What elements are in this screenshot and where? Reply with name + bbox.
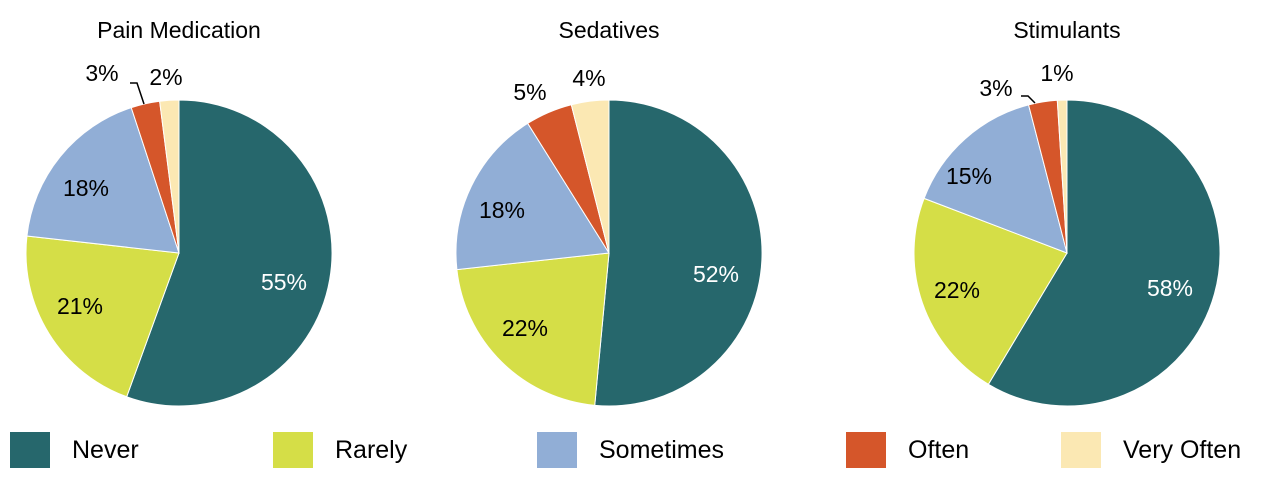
legend-item-rarely: Rarely — [273, 428, 407, 472]
leader-line-stimulants-often — [1021, 95, 1036, 104]
legend-item-never: Never — [10, 428, 139, 472]
pie-pain-medication: 55% 21% 18% 3% 2% Pain Medication — [25, 17, 333, 407]
slice-sedatives-never — [594, 99, 763, 407]
legend-item-sometimes: Sometimes — [537, 428, 724, 472]
leader-line-pain-medication-often — [130, 82, 145, 105]
legend-swatch-sometimes — [537, 432, 577, 468]
label-stimulants-very-often: 1% — [1040, 60, 1073, 86]
label-sedatives-sometimes: 18% — [479, 197, 525, 223]
legend-label-sometimes: Sometimes — [599, 435, 725, 464]
legend-label-very-often: Very Often — [1123, 435, 1242, 464]
label-pain-medication-sometimes: 18% — [63, 175, 109, 201]
slice-pain-medication-rarely — [25, 235, 180, 398]
pie-charts: 55% 21% 18% 3% 2% Pain Medication 52% 22% 18% 5% 4… — [25, 17, 1221, 407]
label-sedatives-never: 52% — [693, 261, 739, 287]
slice-sedatives-rarely — [456, 252, 610, 406]
label-sedatives-rarely: 22% — [502, 315, 548, 341]
legend-item-very-often: Very Often — [1061, 428, 1241, 472]
slice-sedatives-sometimes — [455, 122, 610, 271]
label-sedatives-often: 5% — [513, 79, 546, 105]
label-pain-medication-rarely: 21% — [57, 293, 103, 319]
title-stimulants: Stimulants — [1013, 17, 1120, 43]
legend-item-often: Often — [846, 428, 969, 472]
legend-swatch-never — [10, 432, 50, 468]
legend-swatch-very-often — [1061, 432, 1101, 468]
slice-pain-medication-sometimes — [26, 107, 180, 254]
slice-stimulants-sometimes — [923, 104, 1068, 254]
slice-stimulants-very-often — [1056, 99, 1068, 254]
legend-swatch-rarely — [273, 432, 313, 468]
slice-pain-medication-very-often — [159, 99, 180, 254]
label-stimulants-rarely: 22% — [934, 277, 980, 303]
slice-sedatives-very-often — [570, 99, 610, 254]
slice-pain-medication-never — [126, 99, 333, 407]
label-pain-medication-very-often: 2% — [149, 64, 182, 90]
label-sedatives-very-often: 4% — [572, 65, 605, 91]
label-stimulants-sometimes: 15% — [946, 163, 992, 189]
title-pain-medication: Pain Medication — [97, 17, 261, 43]
legend-label-often: Often — [908, 435, 970, 464]
slice-stimulants-rarely — [913, 197, 1068, 385]
title-sedatives: Sedatives — [558, 17, 659, 43]
pie-sedatives: 52% 22% 18% 5% 4% Sedatives — [455, 17, 763, 407]
slice-stimulants-never — [987, 99, 1221, 407]
pie-stimulants: 58% 22% 15% 3% 1% Stimulants — [913, 17, 1221, 407]
label-pain-medication-never: 55% — [261, 269, 307, 295]
legend-swatch-often — [846, 432, 886, 468]
legend-label-never: Never — [72, 435, 139, 464]
label-stimulants-often: 3% — [979, 75, 1012, 101]
label-pain-medication-often: 3% — [85, 60, 118, 86]
legend-label-rarely: Rarely — [335, 435, 408, 464]
label-stimulants-never: 58% — [1147, 275, 1193, 301]
legend: Never Rarely Sometimes Often Very Often — [0, 428, 1273, 472]
